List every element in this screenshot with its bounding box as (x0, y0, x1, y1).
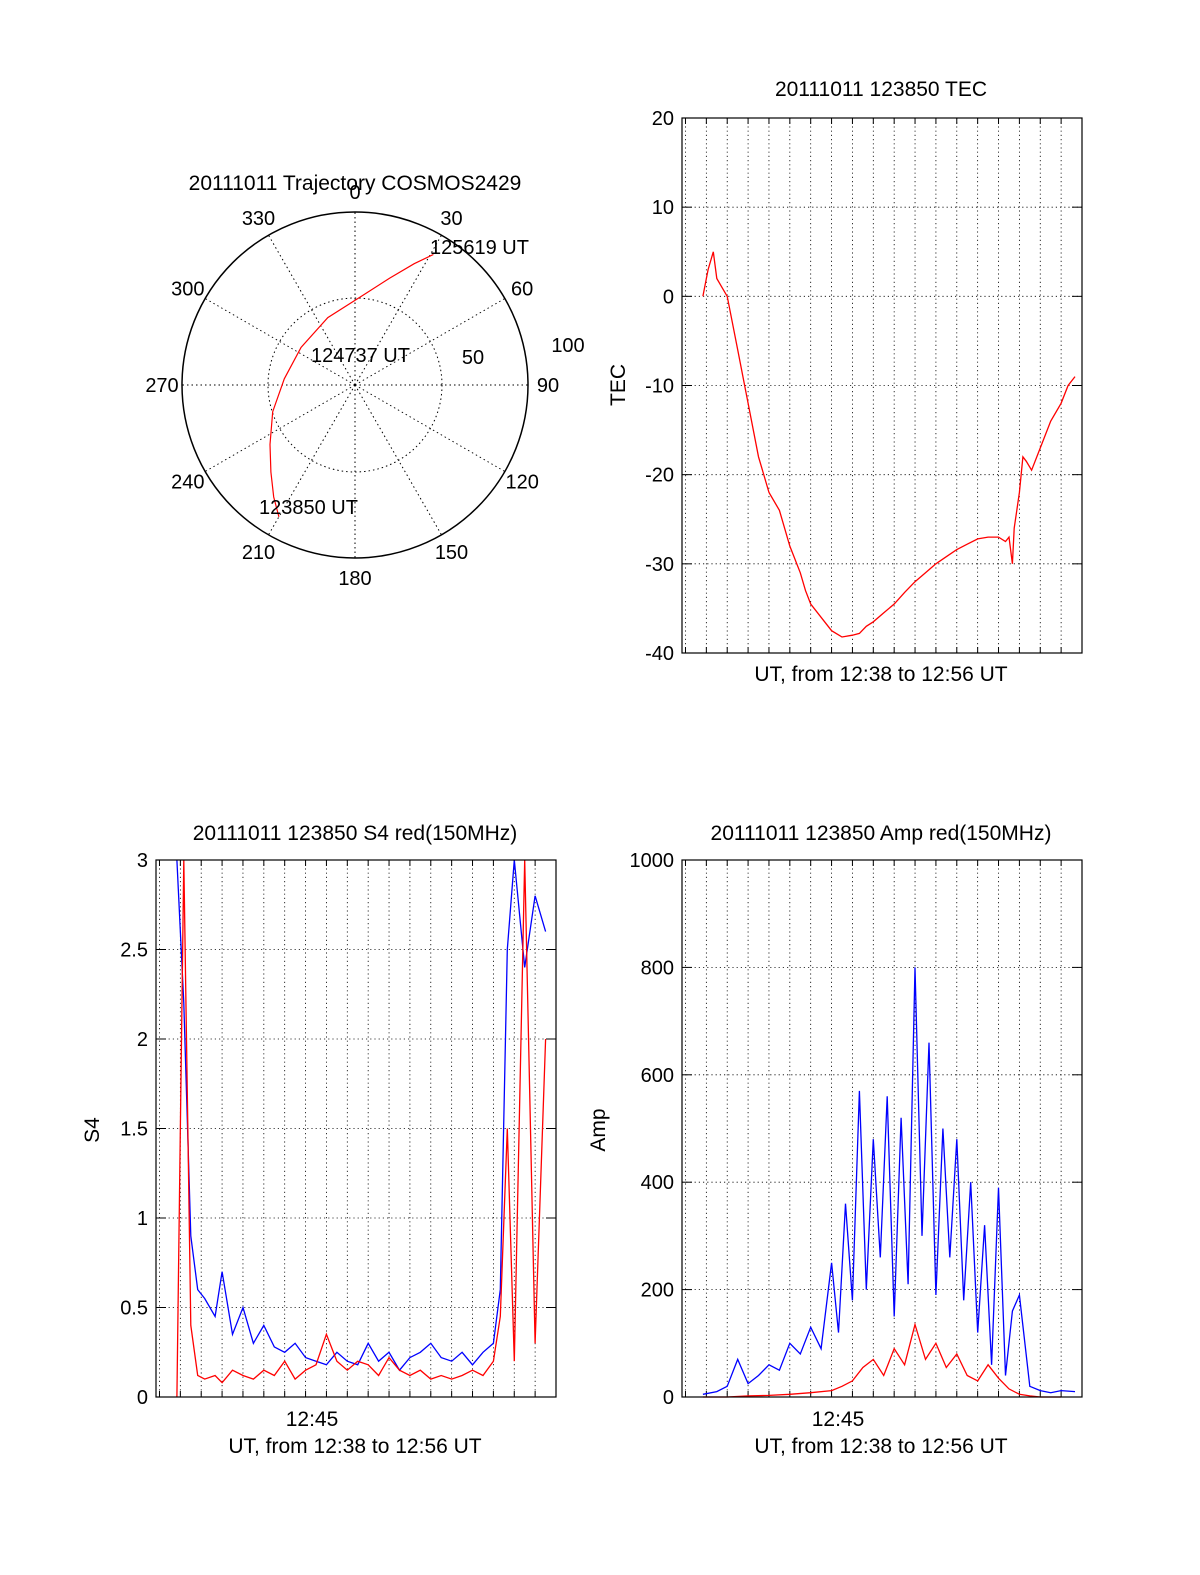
amp-plot-frame (681, 859, 1083, 1398)
azimuth-label-270: 270 (145, 375, 178, 397)
polar-azimuth-labels: 0 30 60 90 120 150 180 210 240 270 300 330 (145, 182, 559, 590)
amp-panel: 20111011 123850 Amp red(150MHz) 1000 800 6… (587, 822, 1083, 1458)
y-tick-label: 0 (137, 1387, 148, 1409)
amp-x-tick-1245: 12:45 (812, 1408, 865, 1431)
y-tick-label: 20 (652, 108, 674, 130)
y-tick-label: 1 (137, 1208, 148, 1230)
y-tick-label: 0 (663, 1387, 674, 1409)
y-tick-label: 200 (641, 1280, 674, 1302)
polar-outer-circle (181, 211, 529, 559)
s4-x-tick-1245: 12:45 (286, 1408, 339, 1431)
y-tick-label: 1.5 (120, 1119, 148, 1141)
trajectory-panel: 20111011 Trajectory COSMOS2429 0 30 60 90 12… (145, 172, 584, 590)
polar-spoke-30 (354, 234, 442, 386)
polar-spoke-210 (268, 384, 356, 536)
y-tick-label: 2 (137, 1029, 148, 1051)
radial-label-50: 50 (462, 347, 484, 369)
s4-y-axis-label: S4 (81, 1117, 104, 1143)
s4-panel: 20111011 123850 S4 red(150MHz) 3 2.5 2 1.5 1… (81, 822, 557, 1458)
amp-x-axis-label: UT, from 12:38 to 12:56 UT (754, 1435, 1007, 1458)
amp-red-series-line (702, 1322, 1062, 1398)
s4-grid (156, 860, 557, 1397)
y-tick-label: 0.5 (120, 1298, 148, 1320)
polar-spoke-330 (268, 234, 356, 386)
y-tick-label: 600 (641, 1065, 674, 1087)
polar-spoke-120 (354, 384, 506, 472)
tec-title: 20111011 123850 TEC (775, 78, 987, 101)
tec-x-axis-label: UT, from 12:38 to 12:56 UT (754, 663, 1007, 686)
y-tick-label: -30 (645, 554, 674, 576)
trajectory-track (269, 253, 434, 517)
tec-plot-frame (681, 117, 1083, 654)
annotation-start-time: 123850 UT (259, 497, 358, 519)
s4-plot-frame (155, 859, 557, 1398)
tec-series-line (702, 251, 1076, 638)
polar-spoke-240 (204, 384, 356, 472)
tec-y-tick-labels: 20 10 0 -10 -20 -30 -40 (645, 108, 674, 665)
tec-y-axis-label: TEC (607, 364, 630, 406)
azimuth-label-0: 0 (349, 182, 360, 204)
azimuth-label-30: 30 (440, 208, 462, 230)
y-tick-label: 2.5 (120, 940, 148, 962)
azimuth-label-210: 210 (242, 542, 275, 564)
polar-spoke-60 (354, 298, 506, 386)
polar-spoke-300 (204, 298, 356, 386)
y-tick-label: 10 (652, 197, 674, 219)
amp-y-axis-label: Amp (587, 1108, 610, 1151)
polar-spoke-150 (354, 384, 442, 536)
annotation-end-time: 125619 UT (430, 237, 529, 259)
s4-x-axis-label: UT, from 12:38 to 12:56 UT (228, 1435, 481, 1458)
azimuth-label-120: 120 (505, 472, 538, 494)
azimuth-label-240: 240 (171, 472, 204, 494)
azimuth-label-90: 90 (537, 375, 559, 397)
s4-y-tick-labels: 3 2.5 2 1.5 1 0.5 0 (120, 850, 148, 1409)
tec-grid (682, 118, 1083, 653)
azimuth-label-180: 180 (338, 568, 371, 590)
amp-title: 20111011 123850 Amp red(150MHz) (711, 822, 1052, 845)
trajectory-title: 20111011 Trajectory COSMOS2429 (189, 172, 522, 195)
radial-label-100: 100 (551, 335, 584, 357)
tec-panel: 20111011 123850 TEC 20 10 0 -10 -20 -30 -40 TE… (607, 78, 1083, 686)
s4-title: 20111011 123850 S4 red(150MHz) (193, 822, 518, 845)
amp-blue-series-line (702, 967, 1076, 1395)
annotation-mid-time: 124737 UT (311, 345, 410, 367)
azimuth-label-60: 60 (511, 279, 533, 301)
y-tick-label: 400 (641, 1172, 674, 1194)
y-tick-label: 3 (137, 850, 148, 872)
y-tick-label: 0 (663, 286, 674, 308)
amp-y-tick-labels: 1000 800 600 400 200 0 (630, 850, 675, 1409)
azimuth-label-330: 330 (242, 208, 275, 230)
y-tick-label: 1000 (630, 850, 675, 872)
azimuth-label-300: 300 (171, 279, 204, 301)
y-tick-label: 800 (641, 957, 674, 979)
polar-spokes (182, 212, 528, 558)
s4-blue-series-line (176, 859, 547, 1372)
s4-red-series-line (176, 859, 547, 1398)
azimuth-label-150: 150 (435, 542, 468, 564)
y-tick-label: -20 (645, 465, 674, 487)
y-tick-label: -10 (645, 376, 674, 398)
y-tick-label: -40 (645, 643, 674, 665)
